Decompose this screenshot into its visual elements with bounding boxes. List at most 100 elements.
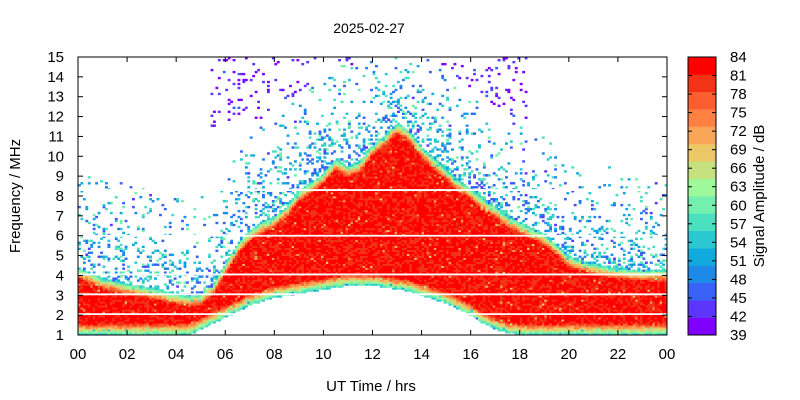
heatmap-cell <box>232 271 236 274</box>
heatmap-cell <box>298 239 302 243</box>
heatmap-cell <box>225 199 229 203</box>
heatmap-cell <box>198 309 202 312</box>
heatmap-cell <box>203 325 207 328</box>
heatmap-cell <box>345 279 349 282</box>
heatmap-cell <box>237 72 241 76</box>
heatmap-cell <box>311 190 314 193</box>
heatmap-cell <box>198 261 202 264</box>
heatmap-cell <box>87 327 91 330</box>
heatmap-cell <box>259 261 263 264</box>
heatmap-cell <box>244 301 248 304</box>
heatmap-cell <box>340 245 344 249</box>
heatmap-cell <box>254 283 258 286</box>
heatmap-cell <box>78 321 81 324</box>
heatmap-cell <box>166 307 170 310</box>
heatmap-cell <box>190 325 194 328</box>
heatmap-cell <box>333 229 337 233</box>
heatmap-cell <box>144 327 148 330</box>
heatmap-cell <box>141 331 145 334</box>
heatmap-cell <box>163 305 167 308</box>
heatmap-cell <box>303 243 307 247</box>
heatmap-cell <box>92 271 96 274</box>
heatmap-cell <box>347 275 351 278</box>
heatmap-cell <box>281 223 285 227</box>
heatmap-cell <box>301 239 305 243</box>
heatmap-cell <box>131 243 135 247</box>
heatmap-cell <box>158 323 162 326</box>
heatmap-cell <box>95 323 99 326</box>
heatmap-cell <box>293 223 297 227</box>
heatmap-cell <box>168 263 172 266</box>
heatmap-cell <box>92 321 96 324</box>
heatmap-cell <box>320 213 324 217</box>
heatmap-cell <box>119 249 123 252</box>
heatmap-cell <box>107 283 111 286</box>
heatmap-cell <box>114 325 118 328</box>
heatmap-cell <box>247 295 251 298</box>
heatmap-cell <box>163 331 167 334</box>
heatmap-cell <box>355 207 359 211</box>
heatmap-cell <box>308 144 312 147</box>
heatmap-cell <box>352 215 356 219</box>
heatmap-cell <box>237 245 241 249</box>
heatmap-cell <box>318 253 322 256</box>
heatmap-cell <box>328 261 332 264</box>
heatmap-cell <box>286 211 290 215</box>
heatmap-cell <box>131 325 135 328</box>
heatmap-cell <box>352 275 356 278</box>
heatmap-cell <box>301 241 305 245</box>
heatmap-cell <box>345 166 349 169</box>
heatmap-cell <box>154 311 157 314</box>
heatmap-cell <box>352 182 356 185</box>
heatmap-cell <box>82 329 86 332</box>
heatmap-cell <box>289 209 292 213</box>
heatmap-cell <box>252 263 256 266</box>
heatmap-cell <box>249 283 253 286</box>
heatmap-cell <box>298 205 302 209</box>
heatmap-cell <box>212 289 216 292</box>
heatmap-cell <box>347 215 351 219</box>
heatmap-cell <box>286 225 290 229</box>
heatmap-cell <box>306 275 310 278</box>
heatmap-cell <box>306 211 310 215</box>
heatmap-cell <box>266 231 270 235</box>
heatmap-cell <box>119 307 123 310</box>
heatmap-cell <box>227 57 231 60</box>
heatmap-cell <box>347 209 351 213</box>
heatmap-cell <box>338 203 341 207</box>
heatmap-cell <box>345 190 349 193</box>
heatmap-cell <box>343 243 346 247</box>
heatmap-cell <box>269 257 273 260</box>
heatmap-cell <box>124 307 128 310</box>
heatmap-cell <box>347 281 351 284</box>
heatmap-cell <box>78 299 81 302</box>
heatmap-cell <box>328 269 332 272</box>
heatmap-cell <box>281 289 285 292</box>
heatmap-cell <box>151 287 155 290</box>
heatmap-cell <box>350 263 354 266</box>
heatmap-cell <box>289 162 292 165</box>
heatmap-cell <box>100 331 103 334</box>
heatmap-cell <box>357 211 361 215</box>
heatmap-cell <box>286 249 290 252</box>
heatmap-cell <box>225 283 229 286</box>
heatmap-cell <box>259 172 263 175</box>
heatmap-cell <box>345 215 349 219</box>
plot-area <box>77 56 668 336</box>
heatmap-cell <box>117 247 121 251</box>
heatmap-cell <box>313 275 317 278</box>
heatmap-cell <box>97 325 101 328</box>
heatmap-cell <box>335 172 339 175</box>
heatmap-cell <box>85 297 89 300</box>
heatmap-cell <box>350 241 354 245</box>
heatmap-cell <box>85 325 89 328</box>
heatmap-cell <box>109 315 113 318</box>
heatmap-cell <box>318 243 322 247</box>
heatmap-cell <box>284 255 287 258</box>
heatmap-cell <box>284 221 287 225</box>
heatmap-cell <box>100 279 103 282</box>
heatmap-cell <box>274 78 278 82</box>
heatmap-cell <box>291 229 295 233</box>
heatmap-cell <box>320 114 324 117</box>
heatmap-cell <box>335 265 339 268</box>
